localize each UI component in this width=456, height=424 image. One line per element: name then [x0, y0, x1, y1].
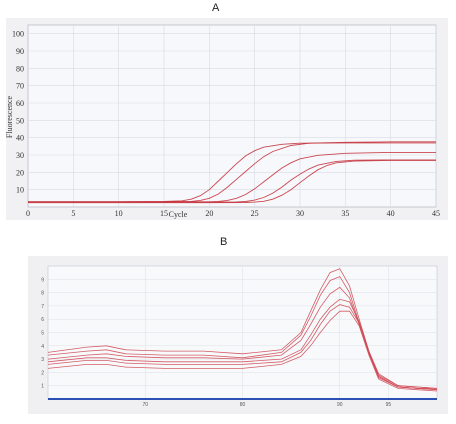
y-tick-label: 3: [41, 357, 44, 363]
x-tick-label: 5: [71, 209, 75, 218]
series-line-b-1: [47, 268, 438, 389]
y-tick-label: 8: [41, 291, 44, 297]
y-tick-label: 100: [12, 30, 24, 39]
series-line-b-6: [47, 310, 438, 392]
y-tick-label: 30: [16, 151, 24, 160]
x-tick-label: 35: [341, 209, 349, 218]
series-line-b-5: [47, 304, 438, 391]
panel-a-letter: A: [212, 2, 220, 14]
y-tick-label: 90: [16, 47, 24, 56]
x-tick-label: 25: [251, 209, 259, 218]
x-axis-label: Cycle: [169, 210, 188, 219]
x-tick-label: 0: [26, 209, 30, 218]
y-tick-label: 60: [16, 99, 24, 108]
y-tick-label: 7: [41, 304, 44, 310]
x-tick-label: 90: [337, 402, 343, 408]
y-tick-label: 1: [41, 384, 44, 390]
y-tick-label: 50: [16, 116, 24, 125]
y-tick-label: 80: [16, 64, 24, 73]
y-tick-label: 40: [16, 134, 24, 143]
y-tick-label: 9: [41, 277, 44, 283]
x-tick-label: 80: [240, 402, 246, 408]
y-tick-label: 2: [41, 370, 44, 376]
amplification-chart: 0 5 10 15 20 25 30 35 40 45 10 20 30 40 50 60 70 80 90 100 C…: [5, 18, 448, 220]
y-tick-label: 20: [16, 168, 24, 177]
y-axis-label: Fluorescence: [5, 95, 14, 138]
y-tick-label: 5: [41, 331, 44, 337]
series-line-a-4: [28, 159, 436, 203]
x-tick-label: 95: [386, 402, 392, 408]
series-line-a-5: [28, 159, 436, 204]
x-tick-label: 70: [142, 402, 148, 408]
melt-curve-chart: 70 80 90 95 1 2 3 4 5 6 7 8 9: [28, 256, 448, 414]
plot-area-a: [27, 24, 437, 208]
series-line-b-4: [47, 298, 438, 391]
x-tick-label: 10: [115, 209, 123, 218]
x-tick-label: 45: [432, 209, 440, 218]
panel-b-letter: B: [220, 236, 228, 248]
y-tick-label: 4: [41, 344, 44, 350]
x-tick-label: 30: [296, 209, 304, 218]
y-tick-label: 6: [41, 317, 44, 323]
x-tick-label: 15: [160, 209, 168, 218]
x-tick-label: 40: [387, 209, 395, 218]
y-tick-label: 10: [16, 186, 24, 195]
y-tick-label: 70: [16, 82, 24, 91]
x-tick-label: 20: [205, 209, 213, 218]
